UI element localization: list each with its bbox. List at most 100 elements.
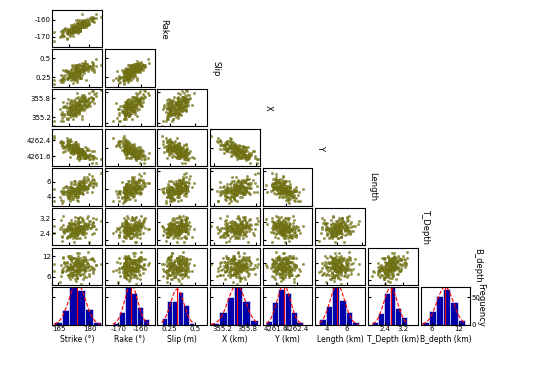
Point [279, 275, 288, 281]
Point [79, 70, 88, 76]
Point [88, 15, 97, 21]
Point [385, 257, 394, 263]
Point [130, 253, 139, 259]
Point [134, 97, 142, 103]
Point [178, 213, 187, 219]
Point [282, 187, 291, 193]
Point [279, 179, 288, 185]
Point [174, 235, 183, 241]
Point [135, 177, 144, 183]
Point [238, 177, 247, 183]
Point [236, 275, 245, 281]
Point [77, 21, 86, 27]
Point [376, 267, 384, 273]
Point [129, 223, 138, 230]
Point [172, 225, 181, 231]
Point [169, 224, 178, 230]
Point [236, 147, 245, 154]
Point [74, 25, 82, 31]
Point [70, 29, 79, 35]
Point [67, 67, 75, 73]
Point [276, 228, 284, 234]
Point [328, 274, 337, 280]
Point [386, 259, 395, 265]
Point [285, 265, 294, 271]
Point [233, 147, 242, 153]
Point [65, 28, 74, 35]
Point [68, 79, 77, 86]
Point [232, 260, 240, 266]
Point [229, 150, 238, 156]
Point [373, 270, 382, 276]
Point [344, 260, 353, 266]
Point [70, 145, 79, 151]
Point [121, 270, 130, 276]
Point [166, 272, 174, 278]
Point [276, 274, 285, 280]
Point [76, 223, 85, 229]
Point [178, 266, 187, 272]
Point [186, 95, 195, 101]
Point [138, 221, 146, 227]
Point [236, 182, 245, 188]
Point [172, 239, 181, 245]
Bar [93, 321, 101, 325]
Point [182, 184, 191, 190]
Point [84, 96, 92, 102]
X-axis label: B_depth (km): B_depth (km) [420, 335, 471, 344]
Point [58, 33, 67, 40]
Point [275, 256, 284, 262]
Point [177, 197, 185, 203]
Point [234, 185, 243, 192]
Point [70, 64, 79, 70]
Point [73, 27, 81, 33]
Point [58, 118, 67, 124]
Point [139, 270, 147, 276]
Point [240, 145, 249, 151]
Point [68, 146, 76, 152]
Point [115, 229, 124, 235]
Point [78, 150, 86, 157]
Point [232, 268, 241, 274]
Point [163, 225, 172, 231]
Point [329, 264, 338, 271]
Point [68, 235, 77, 241]
Point [374, 272, 383, 278]
Point [81, 99, 90, 105]
Point [336, 268, 345, 274]
Point [67, 226, 76, 233]
Point [129, 185, 138, 191]
Point [124, 62, 133, 68]
Point [331, 227, 340, 233]
Point [230, 150, 239, 156]
Point [70, 260, 79, 266]
Point [226, 188, 235, 194]
Point [125, 228, 134, 234]
Point [89, 183, 97, 189]
Point [165, 266, 174, 272]
Point [277, 190, 285, 196]
Point [229, 186, 238, 192]
Point [217, 259, 226, 265]
Point [167, 100, 175, 106]
Point [280, 188, 289, 194]
Point [239, 150, 248, 157]
Point [75, 22, 84, 28]
Point [175, 255, 184, 261]
Point [166, 224, 174, 230]
Point [182, 255, 191, 261]
Point [80, 152, 89, 158]
Point [343, 222, 351, 228]
Point [68, 113, 77, 119]
Point [180, 220, 189, 226]
Point [70, 103, 79, 109]
Point [127, 62, 136, 68]
Point [72, 105, 80, 111]
Point [63, 272, 72, 278]
Point [328, 233, 337, 239]
Point [139, 63, 148, 69]
Point [82, 145, 91, 151]
Point [65, 146, 74, 152]
Point [164, 185, 173, 191]
Point [279, 190, 288, 196]
